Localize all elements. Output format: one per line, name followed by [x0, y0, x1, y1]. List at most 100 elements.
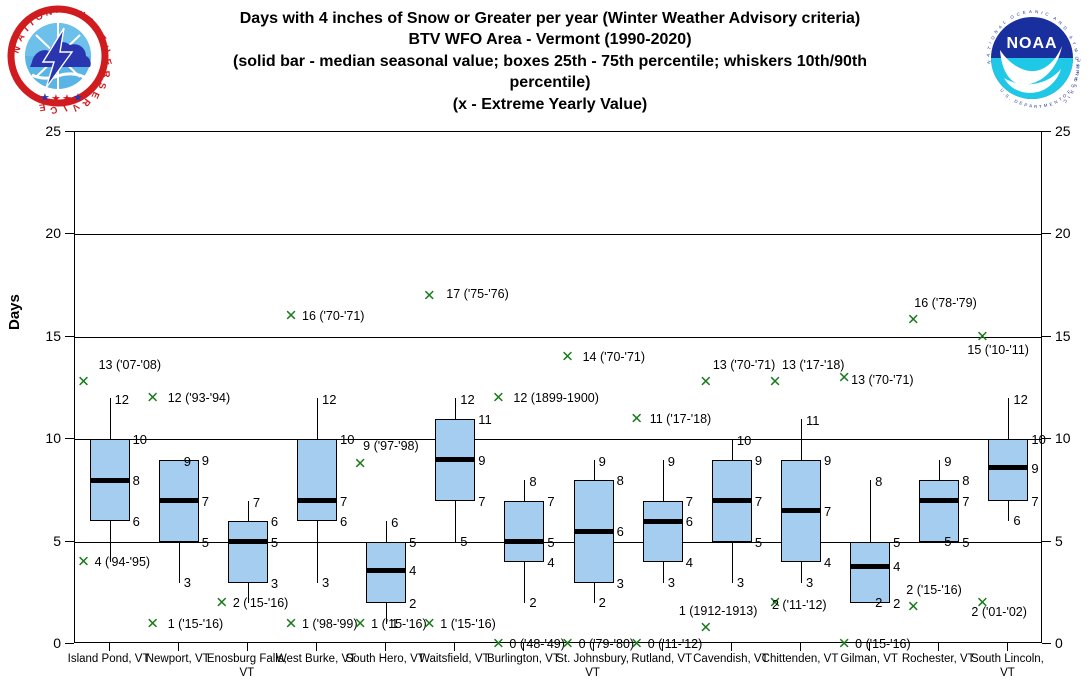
label-whisker-low: 2 [875, 595, 883, 611]
extreme-low-label: 1 ('15-'16) [440, 616, 496, 631]
y-tick-left-15 [65, 335, 74, 337]
extreme-high-marker: ✕ [284, 307, 298, 325]
plot-area: 12 10 8 6 ✕ 13 ('07-'08) ✕ 4 ('94-'95) 9 9 7 5 3 ✕ 12 … [74, 131, 1046, 652]
svg-text:D: D [1014, 98, 1019, 104]
extreme-low-marker: ✕ [353, 615, 367, 633]
extreme-low-marker: ✕ [906, 598, 920, 616]
svg-text:I: I [988, 41, 993, 45]
svg-text:H: H [1074, 77, 1079, 81]
x-axis-label-11: Gilman, VT [840, 653, 898, 665]
svg-text:T: T [1058, 96, 1063, 102]
extreme-high-label: 13 ('17-'18) [782, 357, 845, 372]
svg-text:S: S [96, 81, 108, 90]
label-median: 6 [685, 514, 693, 530]
x-tick-13 [1007, 643, 1009, 651]
label-whisker-low: 2 [529, 595, 537, 611]
svg-text:O: O [34, 11, 45, 24]
label-whisker-high: 8 [529, 474, 537, 490]
svg-text:A: A [1029, 103, 1033, 108]
extreme-low-label: 0 ('11-'12) [647, 636, 703, 651]
extreme-low-label: 0 ('15-'16) [855, 636, 911, 651]
median-bar [850, 563, 891, 569]
label-q3: 5 [409, 534, 417, 550]
extreme-low-marker: ✕ [284, 615, 298, 633]
svg-text:L: L [66, 5, 73, 17]
box-iqr [504, 500, 545, 563]
extreme-high-label: 12 (1899-1900) [513, 390, 599, 405]
svg-text:F: F [1066, 89, 1072, 95]
svg-text:M: M [1074, 71, 1080, 77]
label-whisker-high: 10 [736, 433, 752, 449]
svg-text:C: C [1070, 83, 1076, 88]
label-median: 4 [409, 563, 417, 579]
median-bar [781, 508, 821, 514]
svg-text:C: C [1062, 98, 1068, 103]
label-whisker-high: 12 [114, 392, 130, 408]
svg-text:N: N [44, 7, 53, 19]
x-axis-label-6: Burlington, VT [486, 653, 560, 665]
x-tick-0 [108, 643, 110, 651]
label-q3: 10 [132, 432, 148, 448]
svg-text:A: A [1068, 35, 1074, 40]
extreme-high-label: 15 ('10-'11) [967, 342, 1029, 357]
label-whisker-high: 12 [1013, 392, 1028, 408]
extreme-low-marker: ✕ [492, 635, 505, 653]
extreme-high-marker: ✕ [561, 348, 574, 366]
label-median: 9 [1031, 460, 1039, 476]
svg-text:I: I [28, 18, 36, 29]
label-whisker-high: 9 [598, 453, 606, 469]
svg-text:N: N [1035, 9, 1039, 14]
svg-text:C: C [48, 103, 58, 114]
extreme-low-label: 1 ('15-'16) [167, 616, 224, 631]
y-tick-label-left-10: 10 [45, 430, 61, 447]
label-median: 5 [547, 534, 555, 550]
median-bar [573, 528, 614, 534]
svg-text:H: H [99, 44, 112, 55]
svg-text:N: N [986, 60, 992, 64]
label-q3: 8 [616, 473, 624, 489]
label-q1: 4 [824, 555, 832, 571]
y-tick-label-left-25: 25 [45, 123, 61, 139]
y-tick-label-right-5: 5 [1055, 532, 1063, 549]
y-tick-left-20 [65, 233, 74, 235]
svg-text:N: N [1057, 20, 1062, 26]
svg-text:E: E [84, 15, 95, 28]
noaa-logo: NOAA N A T I O N A L O C E A N I C A N D… [976, 2, 1088, 114]
label-whisker-low: 6 [1013, 513, 1021, 529]
svg-text:L: L [1002, 19, 1007, 25]
label-q3: 5 [893, 534, 901, 550]
x-axis-label-0: Island Pond, VT [67, 653, 150, 665]
svg-text:E: E [1019, 100, 1024, 106]
extreme-low-label: 2 ('15-'16) [906, 582, 962, 597]
x-axis-label-8: Rutland, VT [631, 653, 693, 665]
label-q1: 2 [893, 596, 901, 612]
x-axis-label-2: Enosburg Falls, VT [206, 653, 287, 679]
y-tick-label-left-20: 20 [45, 225, 61, 242]
label-median: 5 [270, 534, 279, 550]
x-tick-9 [730, 643, 732, 651]
svg-text:★: ★ [73, 92, 83, 104]
x-tick-5 [454, 643, 456, 651]
svg-text:★: ★ [40, 92, 50, 104]
label-q3: 7 [685, 493, 693, 509]
label-whisker-high: 9 [667, 453, 675, 469]
y-tick-right-20 [1042, 233, 1051, 235]
extreme-low-label: 1 ('15-'16) [371, 616, 427, 631]
extreme-high-label: 14 ('70-'71) [582, 350, 646, 365]
national-weather-service-logo: N A T I O N A L W E A T H E R S E R V I … [2, 2, 114, 116]
label-whisker-low: 3 [667, 574, 675, 590]
extreme-low-label: 4 ('94-'95) [94, 554, 151, 569]
label-q1: 7 [478, 493, 486, 509]
svg-text:I: I [61, 102, 69, 113]
label-median: 7 [824, 503, 832, 519]
y-tick-right-15 [1042, 335, 1051, 337]
title-line-3: (solid bar - median seasonal value; boxe… [233, 52, 867, 70]
label-whisker-high: 12 [460, 392, 475, 408]
label-q1: 5 [201, 534, 209, 550]
svg-text:M: M [1075, 64, 1081, 69]
y-tick-label-right-15: 15 [1055, 327, 1071, 344]
y-tick-label-right-10: 10 [1055, 430, 1071, 447]
box-iqr [850, 541, 891, 604]
median-bar [504, 539, 545, 545]
svg-text:E: E [89, 90, 102, 100]
